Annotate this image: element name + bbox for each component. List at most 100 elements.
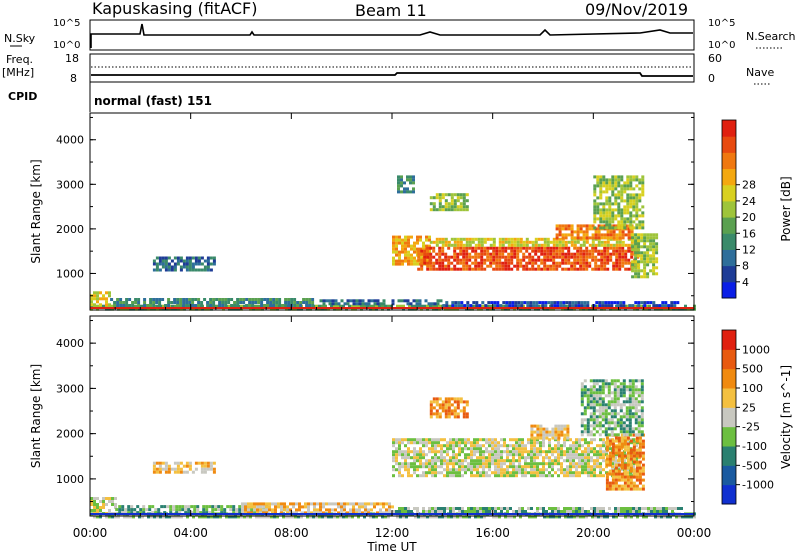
velocity-echo-cell: [453, 409, 457, 413]
power-echo-cell: [640, 254, 644, 258]
power-echo-cell: [417, 267, 421, 271]
velocity-echo-cell: [642, 515, 645, 519]
power-echo-cell: [403, 299, 407, 303]
power-echo-cell: [176, 304, 180, 307]
velocity-echo-cell: [175, 511, 179, 515]
velocity-echo-cell: [530, 471, 533, 475]
velocity-echo-cell: [554, 438, 557, 442]
velocity-y-axis-label: Slant Range [km]: [29, 364, 43, 468]
velocity-echo-cell: [527, 456, 530, 460]
power-echo-cell: [218, 298, 222, 301]
power-echo-cell: [408, 307, 411, 311]
power-echo-cell: [591, 249, 595, 253]
power-echo-cell: [501, 255, 505, 259]
power-echo-cell: [602, 184, 606, 188]
velocity-echo-cell: [601, 415, 605, 419]
velocity-echo-cell: [244, 508, 247, 512]
power-echo-cell: [624, 261, 628, 265]
power-echo-cell: [504, 267, 508, 271]
velocity-echo-cell: [581, 468, 584, 472]
velocity-echo-cell: [150, 515, 153, 519]
power-echo-cell: [638, 178, 642, 182]
power-echo-cell: [673, 301, 677, 305]
power-echo-cell: [174, 307, 177, 311]
velocity-echo-cell: [434, 468, 437, 472]
velocity-echo-cell: [584, 462, 587, 466]
velocity-echo-cell: [114, 503, 117, 506]
velocity-echo-cell: [533, 430, 537, 434]
power-echo-cell: [453, 252, 457, 256]
power-echo-cell: [90, 303, 93, 307]
power-echo-cell: [465, 267, 469, 271]
velocity-echo-cell: [521, 474, 524, 478]
power-echo-cell: [582, 236, 586, 240]
power-echo-cell: [483, 237, 487, 241]
power-echo-cell: [159, 307, 162, 311]
velocity-echo-cell: [640, 418, 644, 422]
power-echo-cell: [170, 268, 174, 272]
power-echo-cell: [483, 261, 487, 265]
power-echo-cell: [188, 304, 192, 307]
velocity-echo-cell: [422, 456, 425, 460]
power-echo-cell: [540, 267, 544, 271]
power-echo-cell: [438, 267, 442, 271]
velocity-echo-cell: [449, 459, 452, 463]
power-echo-cell: [516, 243, 520, 247]
velocity-echo-cell: [595, 421, 599, 425]
power-echo-cell: [585, 246, 589, 250]
power-echo-cell: [599, 208, 603, 212]
velocity-echo-cell: [416, 507, 419, 510]
power-echo-cell: [164, 268, 168, 272]
power-echo-cell: [553, 304, 557, 308]
power-echo-cell: [626, 196, 630, 200]
power-echo-cell: [600, 307, 603, 311]
power-echo-cell: [447, 243, 451, 247]
velocity-echo-cell: [392, 453, 395, 457]
velocity-echo-cell: [235, 508, 239, 512]
power-echo-cell: [546, 240, 550, 244]
velocity-echo-cell: [491, 471, 494, 475]
power-echo-cell: [618, 307, 621, 311]
power-echo-cell: [603, 252, 607, 256]
power-echo-cell: [627, 246, 631, 250]
power-echo-cell: [444, 240, 448, 244]
power-echo-cell: [638, 226, 642, 230]
power-echo-cell: [206, 301, 210, 304]
velocity-echo-cell: [259, 505, 262, 509]
velocity-echo-cell: [358, 502, 361, 506]
power-echo-cell: [468, 264, 472, 268]
power-echo-cell: [105, 300, 108, 304]
velocity-echo-cell: [333, 515, 336, 519]
power-echo-cell: [601, 301, 605, 305]
power-echo-cell: [221, 304, 225, 307]
velocity-echo-cell: [121, 508, 125, 512]
velocity-echo-cell: [592, 403, 596, 407]
velocity-echo-cell: [376, 502, 379, 506]
velocity-echo-cell: [566, 456, 569, 460]
velocity-echo-cell: [473, 444, 476, 448]
velocity-echo-cell: [304, 511, 307, 515]
velocity-echo-cell: [536, 468, 539, 472]
velocity-echo-cell: [438, 406, 442, 410]
power-echo-cell: [501, 237, 505, 241]
velocity-echo-cell: [449, 507, 452, 510]
velocity-echo-cell: [629, 439, 633, 443]
velocity-echo-cell: [465, 403, 469, 407]
velocity-echo-cell: [629, 484, 633, 488]
power-echo-cell: [209, 298, 213, 301]
power-echo-cell: [392, 235, 395, 239]
velocity-echo-cell: [598, 379, 602, 383]
power-echo-cell: [576, 227, 580, 231]
velocity-echo-cell: [509, 474, 512, 478]
power-echo-cell: [179, 301, 183, 304]
power-echo-cell: [615, 252, 619, 256]
velocity-echo-cell: [614, 448, 618, 452]
velocity-echo-cell: [495, 515, 498, 519]
velocity-echo-cell: [162, 515, 165, 519]
velocity-echo-cell: [467, 438, 470, 442]
power-echo-cell: [179, 265, 183, 269]
velocity-echo-cell: [608, 451, 612, 455]
power-echo-cell: [99, 291, 102, 295]
velocity-echo-cell: [610, 409, 614, 413]
